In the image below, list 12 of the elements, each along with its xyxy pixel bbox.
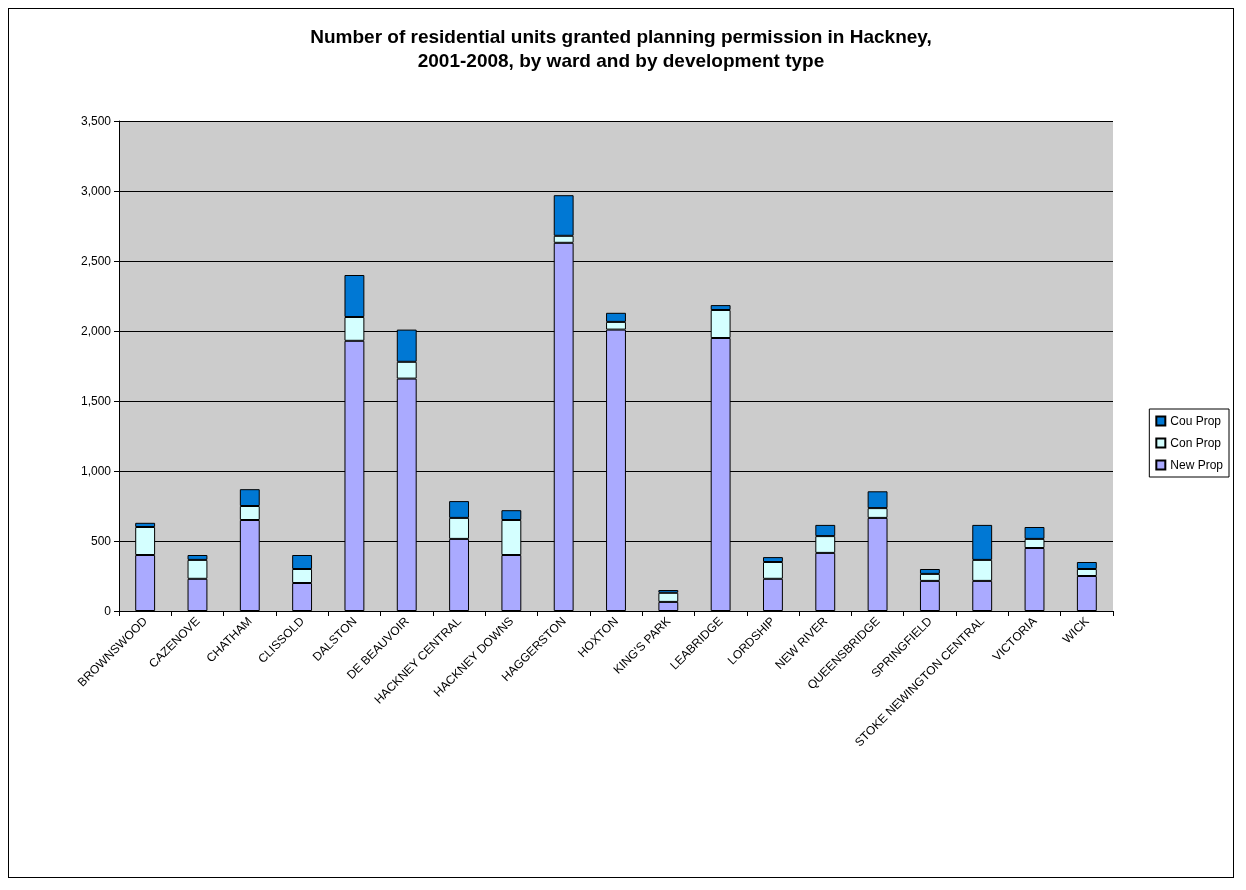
y-tick-label: 3,000 — [80, 184, 112, 198]
y-tick-label: 500 — [90, 534, 112, 548]
legend-label: Cou Prop — [1170, 414, 1222, 428]
y-tick-label: 1,500 — [80, 394, 112, 408]
legend-label: Con Prop — [1170, 436, 1222, 450]
chart-title: Number of residential units granted planning permission in Hackney, 2001-2008, by ward and by development type — [310, 25, 932, 71]
y-tick-label: 3,500 — [80, 114, 112, 128]
y-tick-label: 0 — [104, 604, 112, 618]
y-tick-label: 2,000 — [80, 324, 112, 338]
legend-label: New Prop — [1170, 458, 1224, 472]
y-tick-label: 1,000 — [80, 464, 112, 478]
y-tick-label: 2,500 — [80, 254, 112, 268]
